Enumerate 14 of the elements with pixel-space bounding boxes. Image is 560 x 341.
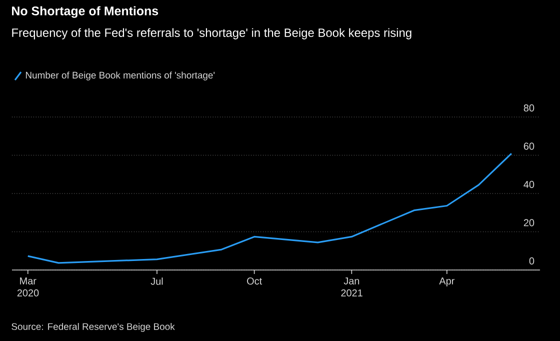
x-tick-label: Oct [247, 278, 262, 285]
x-tick-label: Jul [150, 278, 163, 285]
y-tick-label: 80 [524, 104, 534, 112]
x-tick-label: Apr [439, 278, 454, 286]
source-note: Source: Federal Reserve's Beige Book [12, 322, 175, 332]
chart-title: No Shortage of Mentions [12, 6, 158, 18]
y-tick-label: 20 [524, 219, 534, 226]
legend-label: Number of Beige Book mentions of 'shortage' [26, 72, 215, 80]
y-tick-label: 0 [529, 257, 534, 264]
x-tick-label: Mar 2020 [17, 278, 39, 296]
x-tick-label: Jan 2021 [341, 278, 362, 296]
y-tick-label: 40 [524, 180, 534, 188]
y-tick-label: 60 [524, 142, 534, 150]
chart-subtitle: Frequency of the Fed's referrals to 'shortage' in the Beige Book keeps rising [12, 28, 412, 40]
